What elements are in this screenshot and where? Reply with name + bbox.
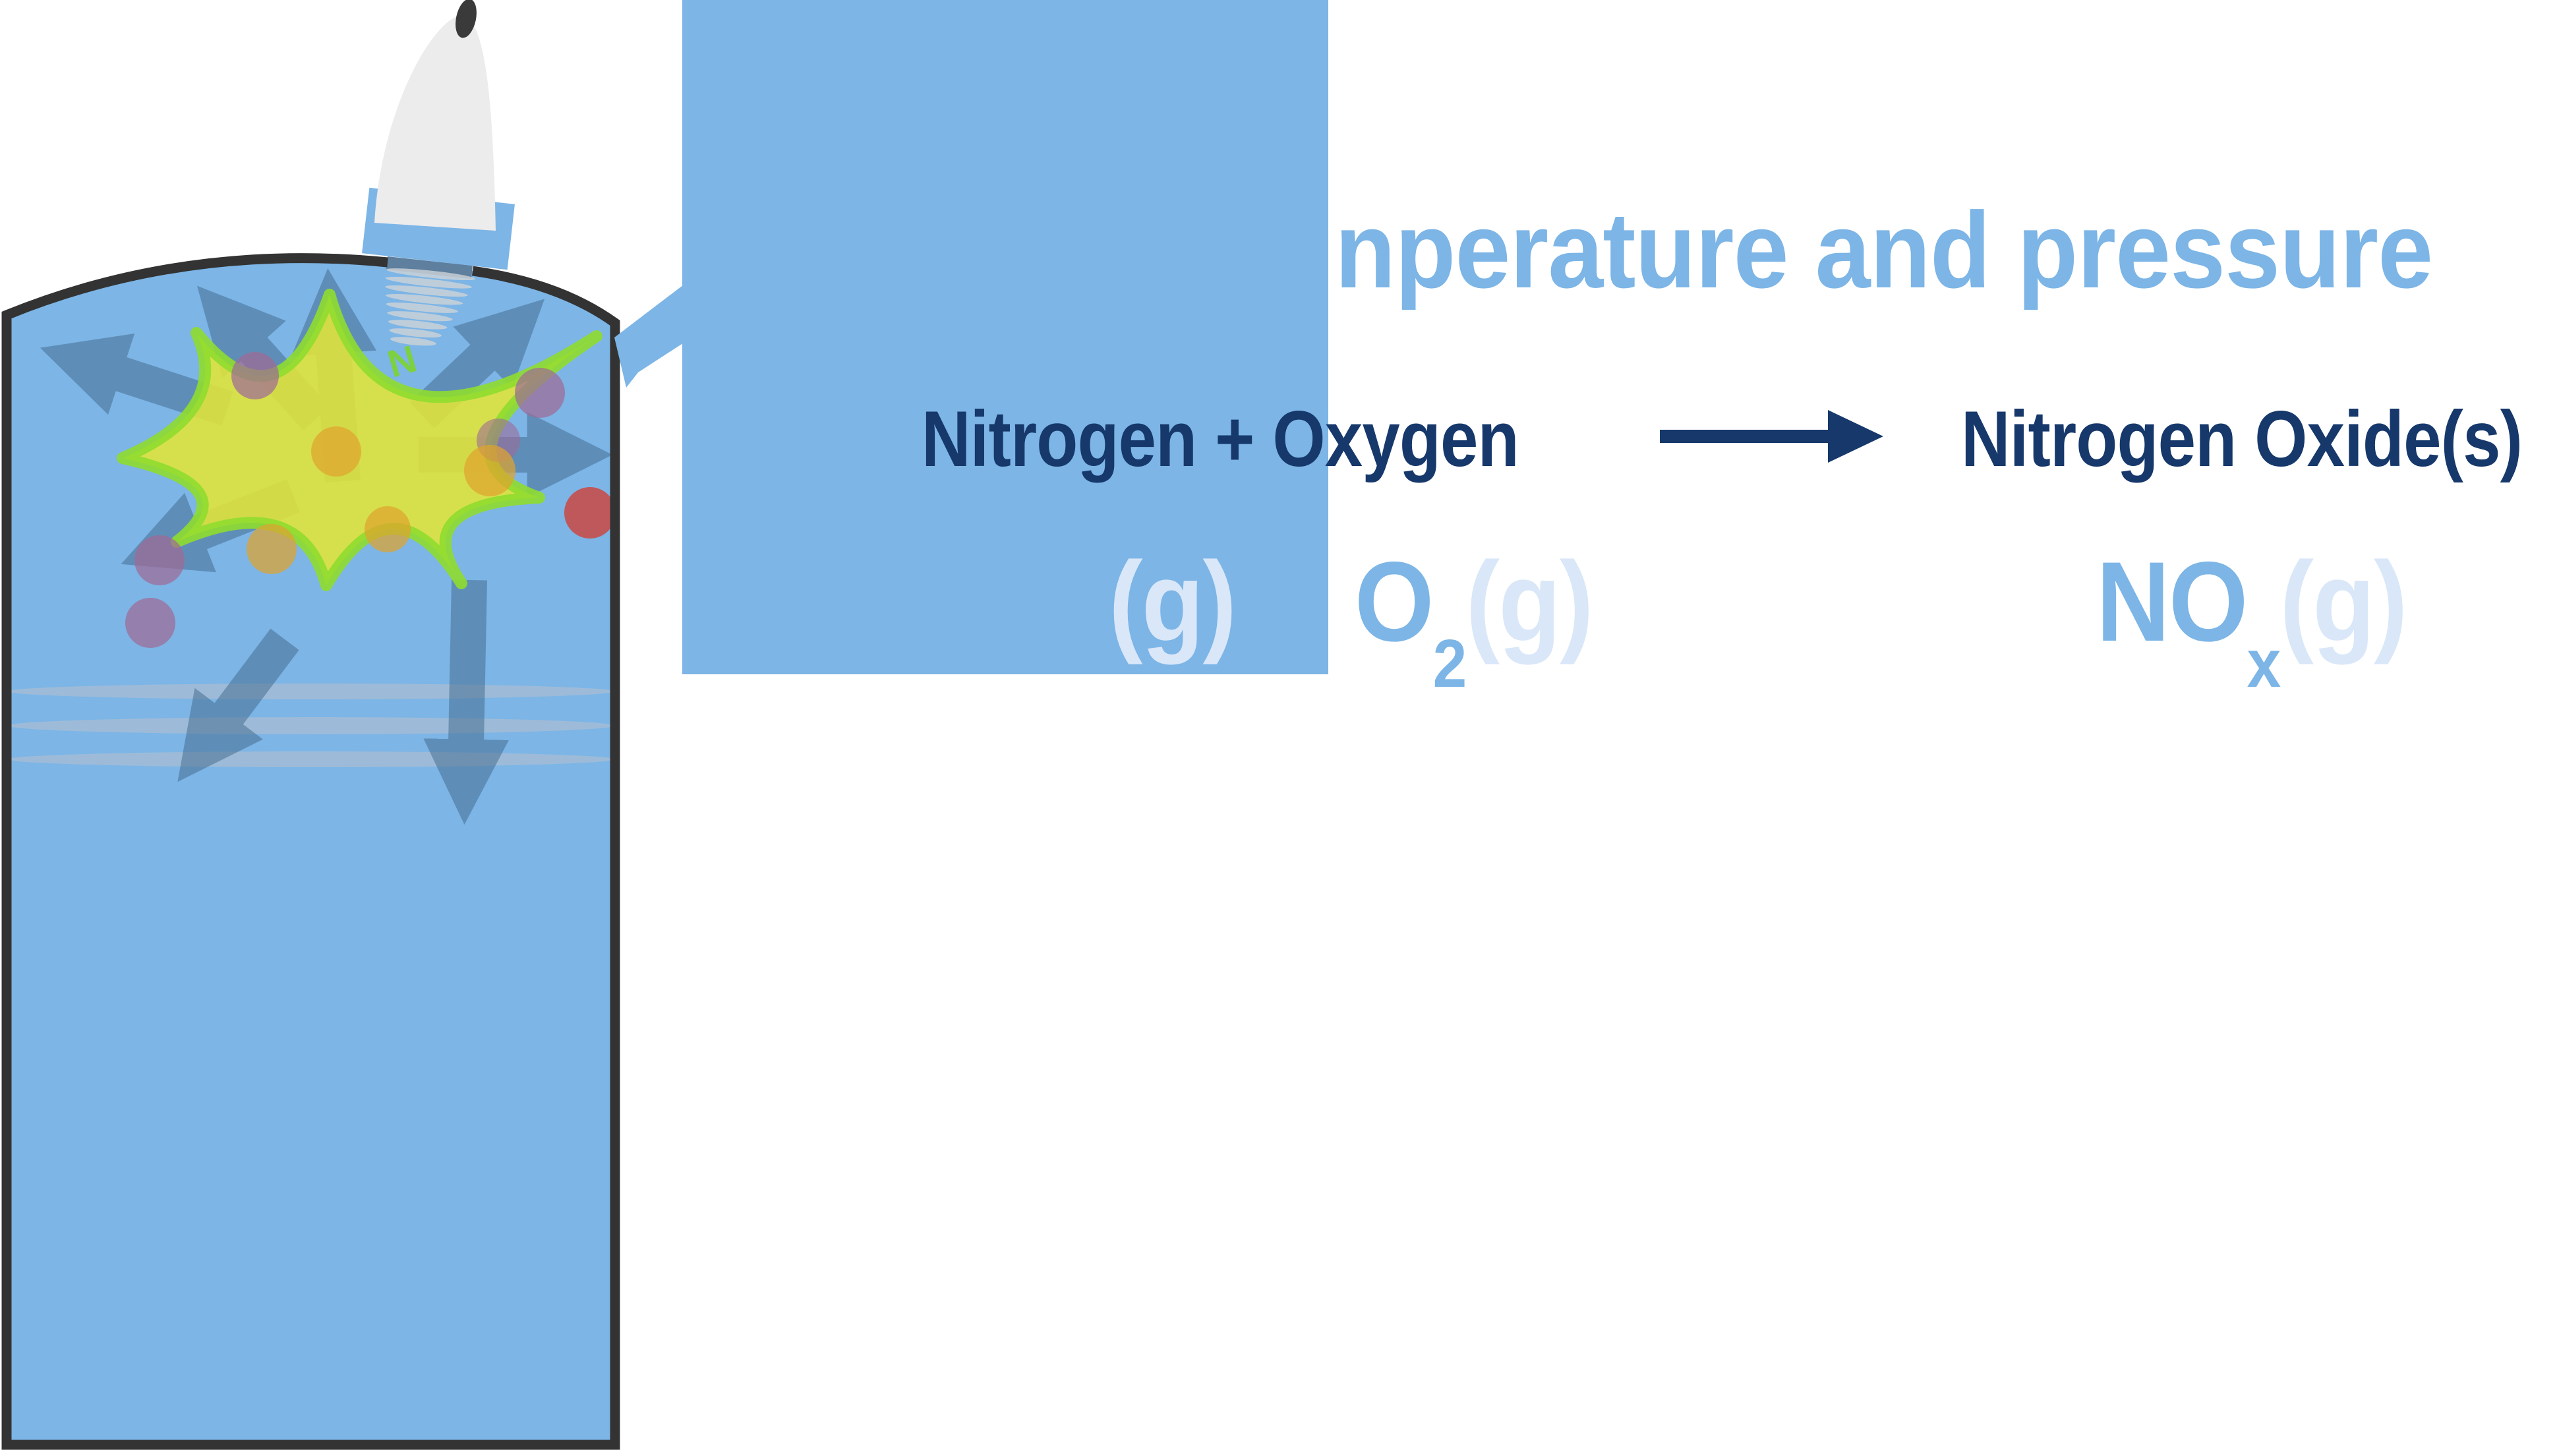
- oxygen-subscript: 2: [1432, 626, 1467, 702]
- gas-molecule-dot-purple: [231, 352, 279, 399]
- callout-tail: [614, 281, 689, 388]
- nox-state: (g): [2279, 539, 2407, 665]
- nox-symbol: NO: [2096, 539, 2248, 665]
- igniter-icon: [374, 15, 496, 231]
- igniter-tip: [456, 0, 477, 38]
- formula-nox: NOx(g): [2096, 545, 2408, 697]
- thread-ribs: [385, 268, 476, 346]
- equation-product: Nitrogen Oxide(s): [1961, 395, 2523, 483]
- callout-box: [682, 0, 1328, 674]
- ripple-line: [8, 717, 614, 734]
- gas-molecule-dot-purple: [134, 535, 185, 585]
- gas-molecule-dot-purple: [125, 598, 175, 648]
- ripple-line: [8, 684, 614, 699]
- formula-oxygen: O2(g): [1355, 545, 1594, 697]
- ripple-line: [8, 751, 614, 767]
- gas-molecule-dot-red: [564, 487, 616, 539]
- explosion-starburst: [117, 289, 603, 591]
- state-left-g: (g): [1109, 539, 1237, 665]
- gas-molecule-dot-purple: [515, 368, 565, 418]
- gas-molecule-dot-orange: [365, 506, 411, 552]
- oxygen-symbol: O: [1355, 539, 1434, 665]
- oxygen-state: (g): [1465, 539, 1593, 665]
- equation-reactants: Nitrogen + Oxygen: [922, 395, 1519, 483]
- reaction-arrow: [1660, 410, 1883, 463]
- gas-molecule-dot-orange: [311, 426, 361, 477]
- shockwave-arrow-downleft-low: [177, 628, 299, 782]
- ripple-lines: [8, 684, 614, 767]
- shockwave-arrow-down: [423, 579, 509, 825]
- gas-molecule-dot-orange: [464, 445, 515, 496]
- gas-molecules: [125, 352, 616, 648]
- headline-temperature-pressure: nperature and pressure: [1335, 190, 2433, 310]
- nox-subscript: x: [2247, 626, 2281, 702]
- gas-molecule-dot-orange: [247, 524, 297, 574]
- reaction-vessel-illustration: N: [1, 0, 689, 1450]
- vessel-outline: [1, 253, 620, 1450]
